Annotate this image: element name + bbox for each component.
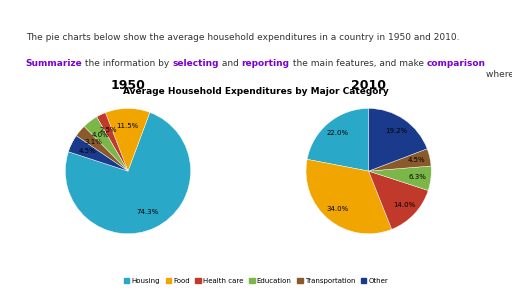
Text: 3.1%: 3.1%: [84, 139, 102, 145]
Text: 4.5%: 4.5%: [408, 157, 425, 163]
Text: 14.0%: 14.0%: [393, 202, 415, 208]
Text: reporting: reporting: [242, 59, 290, 68]
Wedge shape: [66, 113, 190, 234]
Wedge shape: [105, 108, 150, 171]
Wedge shape: [84, 117, 128, 171]
Wedge shape: [97, 113, 128, 171]
Text: the main features, and make: the main features, and make: [290, 59, 426, 68]
Wedge shape: [69, 136, 128, 171]
Text: the information by: the information by: [82, 59, 173, 68]
Legend: Housing, Food, Health care, Education, Transportation, Other: Housing, Food, Health care, Education, T…: [121, 275, 391, 287]
Wedge shape: [369, 108, 427, 171]
Wedge shape: [307, 108, 369, 171]
Wedge shape: [369, 166, 431, 191]
Title: 2010: 2010: [351, 79, 386, 92]
Text: 19.2%: 19.2%: [385, 128, 408, 134]
Text: 11.5%: 11.5%: [117, 123, 139, 129]
Text: selecting: selecting: [173, 59, 219, 68]
Wedge shape: [76, 126, 128, 171]
Text: The pie charts below show the average household expenditures in a country in 195: The pie charts below show the average ho…: [26, 33, 459, 42]
Text: 6.3%: 6.3%: [408, 174, 426, 180]
Wedge shape: [369, 149, 431, 171]
Text: and: and: [219, 59, 242, 68]
Text: comparison: comparison: [426, 59, 485, 68]
Text: 4.0%: 4.0%: [92, 132, 110, 138]
Title: 1950: 1950: [111, 79, 145, 92]
Text: 22.0%: 22.0%: [327, 130, 349, 137]
Text: 4.5%: 4.5%: [79, 148, 96, 154]
Text: Summarize: Summarize: [26, 59, 82, 68]
Text: where relevant.: where relevant.: [485, 59, 512, 79]
Wedge shape: [306, 160, 392, 234]
Text: 2.5%: 2.5%: [100, 127, 117, 133]
Text: Average Household Expenditures by Major Category: Average Household Expenditures by Major …: [123, 87, 389, 96]
Wedge shape: [369, 171, 428, 229]
Text: 74.3%: 74.3%: [137, 209, 159, 215]
Text: 34.0%: 34.0%: [326, 206, 349, 212]
